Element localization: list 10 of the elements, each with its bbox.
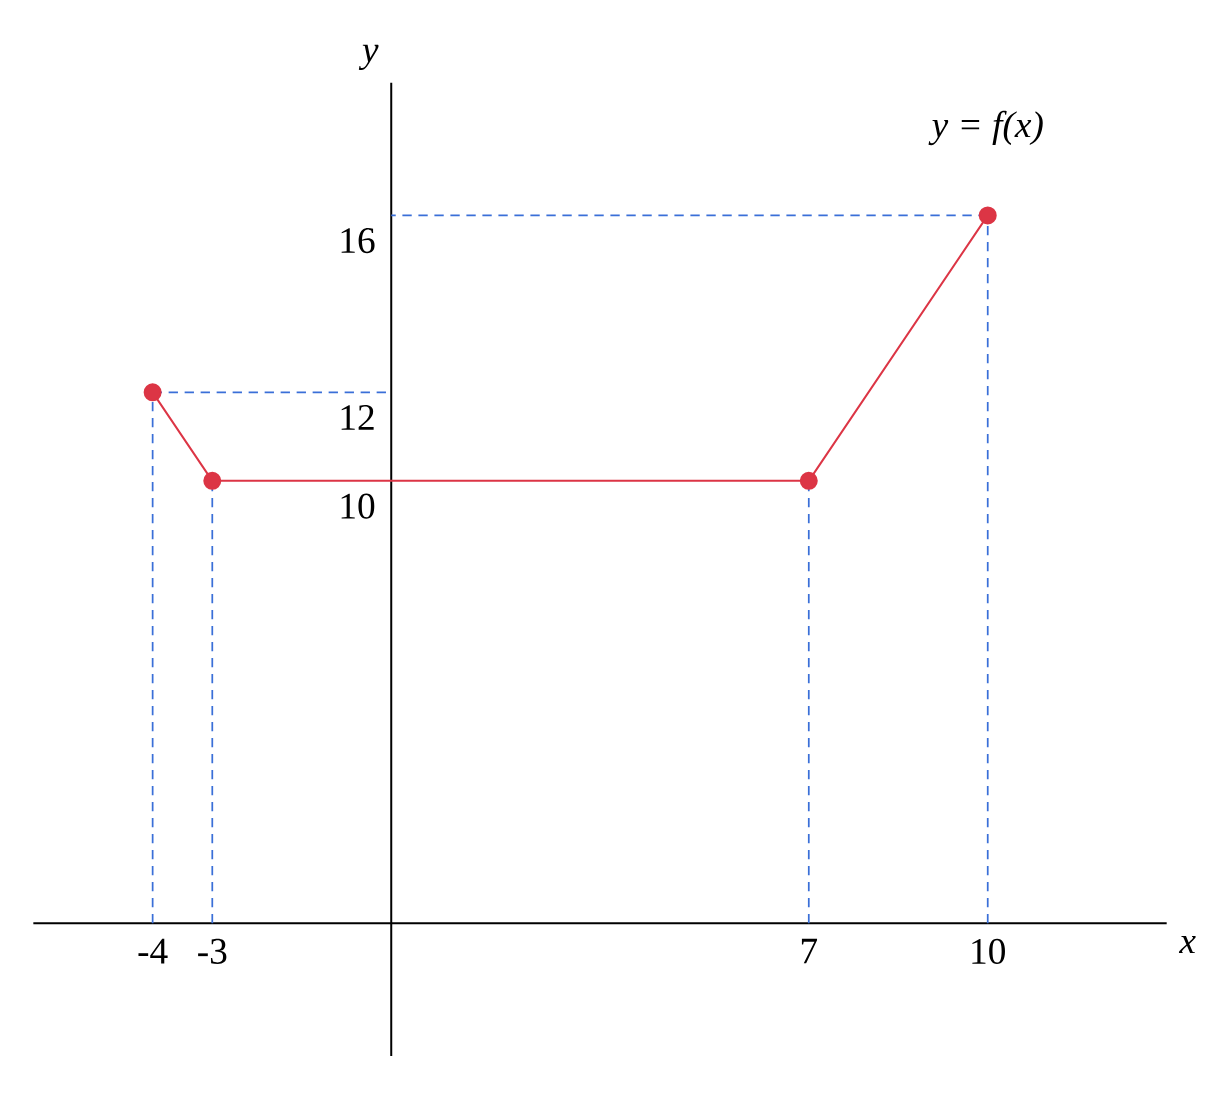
x-tick-label: -3 <box>198 938 227 964</box>
y-tick-label: 12 <box>341 405 374 430</box>
x-tick-label: -4 <box>138 938 168 964</box>
y-tick-label: 16 <box>341 228 375 254</box>
x-tick-label: 10 <box>972 938 1005 965</box>
text: y = f(x) <box>928 110 1043 146</box>
y-tick-label: 10 <box>341 493 375 519</box>
y-axis-title: y <box>358 44 379 70</box>
x-tick-label: 7 <box>801 938 818 964</box>
x-axis-title: x <box>1178 935 1196 954</box>
